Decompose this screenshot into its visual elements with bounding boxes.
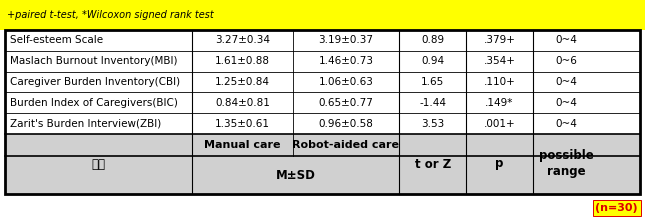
Bar — [5, 134, 640, 156]
Text: 0~4: 0~4 — [555, 119, 577, 129]
Text: +paired t-test, *Wilcoxon signed rank test: +paired t-test, *Wilcoxon signed rank te… — [7, 10, 213, 20]
Text: 1.46±0.73: 1.46±0.73 — [319, 56, 373, 66]
Text: .110+: .110+ — [484, 77, 515, 87]
Text: 1.06±0.63: 1.06±0.63 — [319, 77, 373, 87]
Text: 0.84±0.81: 0.84±0.81 — [215, 98, 270, 108]
Text: Self-esteem Scale: Self-esteem Scale — [10, 35, 103, 46]
Text: M±SD: M±SD — [276, 168, 316, 182]
Text: p: p — [495, 157, 504, 170]
Text: 0.96±0.58: 0.96±0.58 — [319, 119, 373, 129]
Text: 0~4: 0~4 — [555, 77, 577, 87]
Text: Caregiver Burden Inventory(CBI): Caregiver Burden Inventory(CBI) — [10, 77, 180, 87]
Text: 0~4: 0~4 — [555, 98, 577, 108]
Bar — [5, 156, 640, 194]
Text: 1.35±0.61: 1.35±0.61 — [215, 119, 270, 129]
Text: 1.61±0.88: 1.61±0.88 — [215, 56, 270, 66]
Text: 0.94: 0.94 — [421, 56, 444, 66]
Text: 0.65±0.77: 0.65±0.77 — [319, 98, 373, 108]
Text: Burden Index of Caregivers(BIC): Burden Index of Caregivers(BIC) — [10, 98, 178, 108]
Text: Maslach Burnout Inventory(MBI): Maslach Burnout Inventory(MBI) — [10, 56, 177, 66]
Text: .001+: .001+ — [484, 119, 515, 129]
Text: .379+: .379+ — [483, 35, 515, 46]
Text: 구분: 구분 — [92, 157, 106, 170]
Text: 0~4: 0~4 — [555, 35, 577, 46]
Text: t or Z: t or Z — [415, 157, 451, 170]
Text: possible
range: possible range — [539, 149, 593, 178]
Text: 1.65: 1.65 — [421, 77, 444, 87]
Text: 0.89: 0.89 — [421, 35, 444, 46]
Text: 1.25±0.84: 1.25±0.84 — [215, 77, 270, 87]
Text: Zarit's Burden Interview(ZBI): Zarit's Burden Interview(ZBI) — [10, 119, 161, 129]
Text: 3.19±0.37: 3.19±0.37 — [319, 35, 373, 46]
Text: 3.27±0.34: 3.27±0.34 — [215, 35, 270, 46]
Text: Manual care: Manual care — [204, 140, 281, 150]
Text: .354+: .354+ — [483, 56, 515, 66]
Text: .149*: .149* — [485, 98, 513, 108]
Text: -1.44: -1.44 — [419, 98, 446, 108]
Text: 3.53: 3.53 — [421, 119, 444, 129]
Bar — [0, 0, 645, 30]
Text: 0~6: 0~6 — [555, 56, 577, 66]
Text: Robot-aided care: Robot-aided care — [292, 140, 399, 150]
Text: (n=30): (n=30) — [595, 203, 638, 213]
Bar — [5, 30, 640, 194]
